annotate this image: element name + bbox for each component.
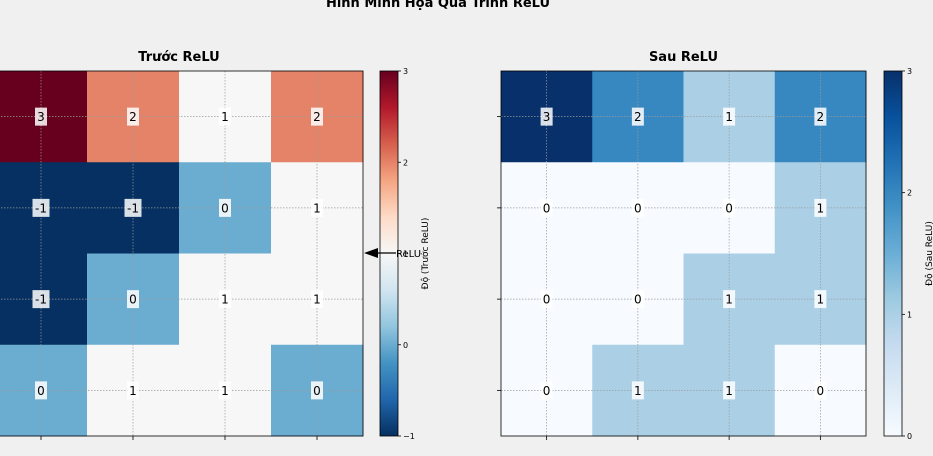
colorbar-tick-label: 1: [907, 310, 912, 319]
cell-value-label: 1: [634, 384, 642, 398]
colorbar-tick-label: 3: [403, 67, 408, 76]
colorbar-tick-label: 2: [403, 158, 408, 167]
cell-label-box: [311, 381, 323, 400]
cell-value-label: 0: [129, 293, 137, 307]
cell-value-label: -1: [127, 201, 139, 215]
cell-label-box: [814, 290, 827, 309]
heatmap-after-relu: Sau ReLU 3 2 1 2 0 0 0 1 0 0 1 1 0 1 1 0 0 1 2 3 Độ (Sau ReLU…: [497, 50, 933, 441]
axes-frame: [500, 70, 867, 437]
cell-label-box: [32, 198, 50, 217]
annotation-label: ReLU: [396, 249, 421, 260]
cell-value-label: -1: [35, 201, 47, 215]
cell-label-box: [723, 107, 736, 126]
cell-value-label: 1: [313, 293, 321, 307]
cell-value-label: 1: [817, 201, 825, 215]
cell-label-box: [540, 107, 553, 126]
cell-label-box: [540, 290, 553, 309]
cell-label-box: [219, 198, 231, 217]
cell-value-label: 1: [725, 110, 733, 124]
cell-label-box: [814, 107, 827, 126]
cell-label-box: [124, 198, 142, 217]
cell-label-box: [723, 290, 736, 309]
cell-value-label: 1: [129, 384, 137, 398]
cell-value-label: 2: [313, 110, 321, 124]
cell-label-box: [814, 381, 827, 400]
cell-label-box: [35, 381, 47, 400]
panel-title: Trước ReLU: [138, 50, 219, 65]
cell-value-label: 0: [725, 201, 733, 215]
cell-label-box: [540, 381, 553, 400]
cell-label-box: [127, 290, 139, 309]
cell-value-label: 0: [543, 201, 551, 215]
axes-frame: [0, 70, 364, 437]
cell-value-label: 0: [313, 384, 321, 398]
cell-value-label: 1: [221, 384, 229, 398]
cell-label-box: [311, 198, 323, 217]
colorbar-label: Độ (Trước ReLU): [420, 218, 431, 290]
heatmap-before-relu: Trước ReLU 3 2 1 2 -1 -1 0 1 -1 0 1 1 0 1 1 0 −1 0 1 2 3 Độ (T…: [0, 50, 431, 441]
colorbar-tick-label: 2: [907, 189, 912, 198]
cell-label-box: [311, 107, 323, 126]
colorbar: [883, 70, 903, 437]
cell-value-label: 1: [221, 293, 229, 307]
cell-value-label: 0: [634, 293, 642, 307]
cell-label-box: [631, 107, 644, 126]
cell-value-label: 1: [221, 110, 229, 124]
cell-label-box: [631, 290, 644, 309]
cell-value-label: 2: [634, 110, 642, 124]
cell-value-label: 1: [725, 293, 733, 307]
colorbar-tick-label: 3: [907, 67, 912, 76]
cell-label-box: [219, 107, 231, 126]
cell-value-label: -1: [35, 293, 47, 307]
cell-value-label: 1: [313, 201, 321, 215]
panel-title: Sau ReLU: [649, 50, 718, 65]
annotation-arrowhead: [364, 248, 378, 258]
colorbar-tick-label: 0: [403, 341, 408, 350]
cell-value-label: 0: [221, 201, 229, 215]
colorbar-tick-label: −1: [403, 432, 415, 441]
cell-value-label: 1: [817, 293, 825, 307]
cell-value-label: 0: [543, 384, 551, 398]
cell-value-label: 0: [543, 293, 551, 307]
colorbar-label: Độ (Sau ReLU): [924, 221, 933, 286]
colorbar-tick-label: 1: [403, 250, 408, 259]
cell-value-label: 3: [37, 110, 45, 124]
cell-value-label: 0: [37, 384, 45, 398]
cell-label-box: [35, 107, 47, 126]
cell-label-box: [127, 107, 139, 126]
cell-label-box: [311, 290, 323, 309]
cell-label-box: [723, 198, 736, 217]
cell-label-box: [540, 198, 553, 217]
cell-label-box: [219, 381, 231, 400]
cell-value-label: 2: [129, 110, 137, 124]
cell-label-box: [127, 381, 139, 400]
cell-value-label: 0: [634, 201, 642, 215]
cell-label-box: [723, 381, 736, 400]
cell-value-label: 3: [543, 110, 551, 124]
cell-label-box: [814, 198, 827, 217]
cell-label-box: [631, 381, 644, 400]
figure-title: Hình Minh Họa Quá Trình ReLU: [326, 0, 550, 11]
cell-label-box: [219, 290, 231, 309]
cell-value-label: 2: [817, 110, 825, 124]
cell-value-label: 1: [725, 384, 733, 398]
cell-value-label: 0: [817, 384, 825, 398]
cell-label-box: [32, 290, 50, 309]
cell-label-box: [631, 198, 644, 217]
colorbar-tick-label: 0: [907, 432, 912, 441]
relu-annotation: ReLU: [364, 248, 421, 260]
